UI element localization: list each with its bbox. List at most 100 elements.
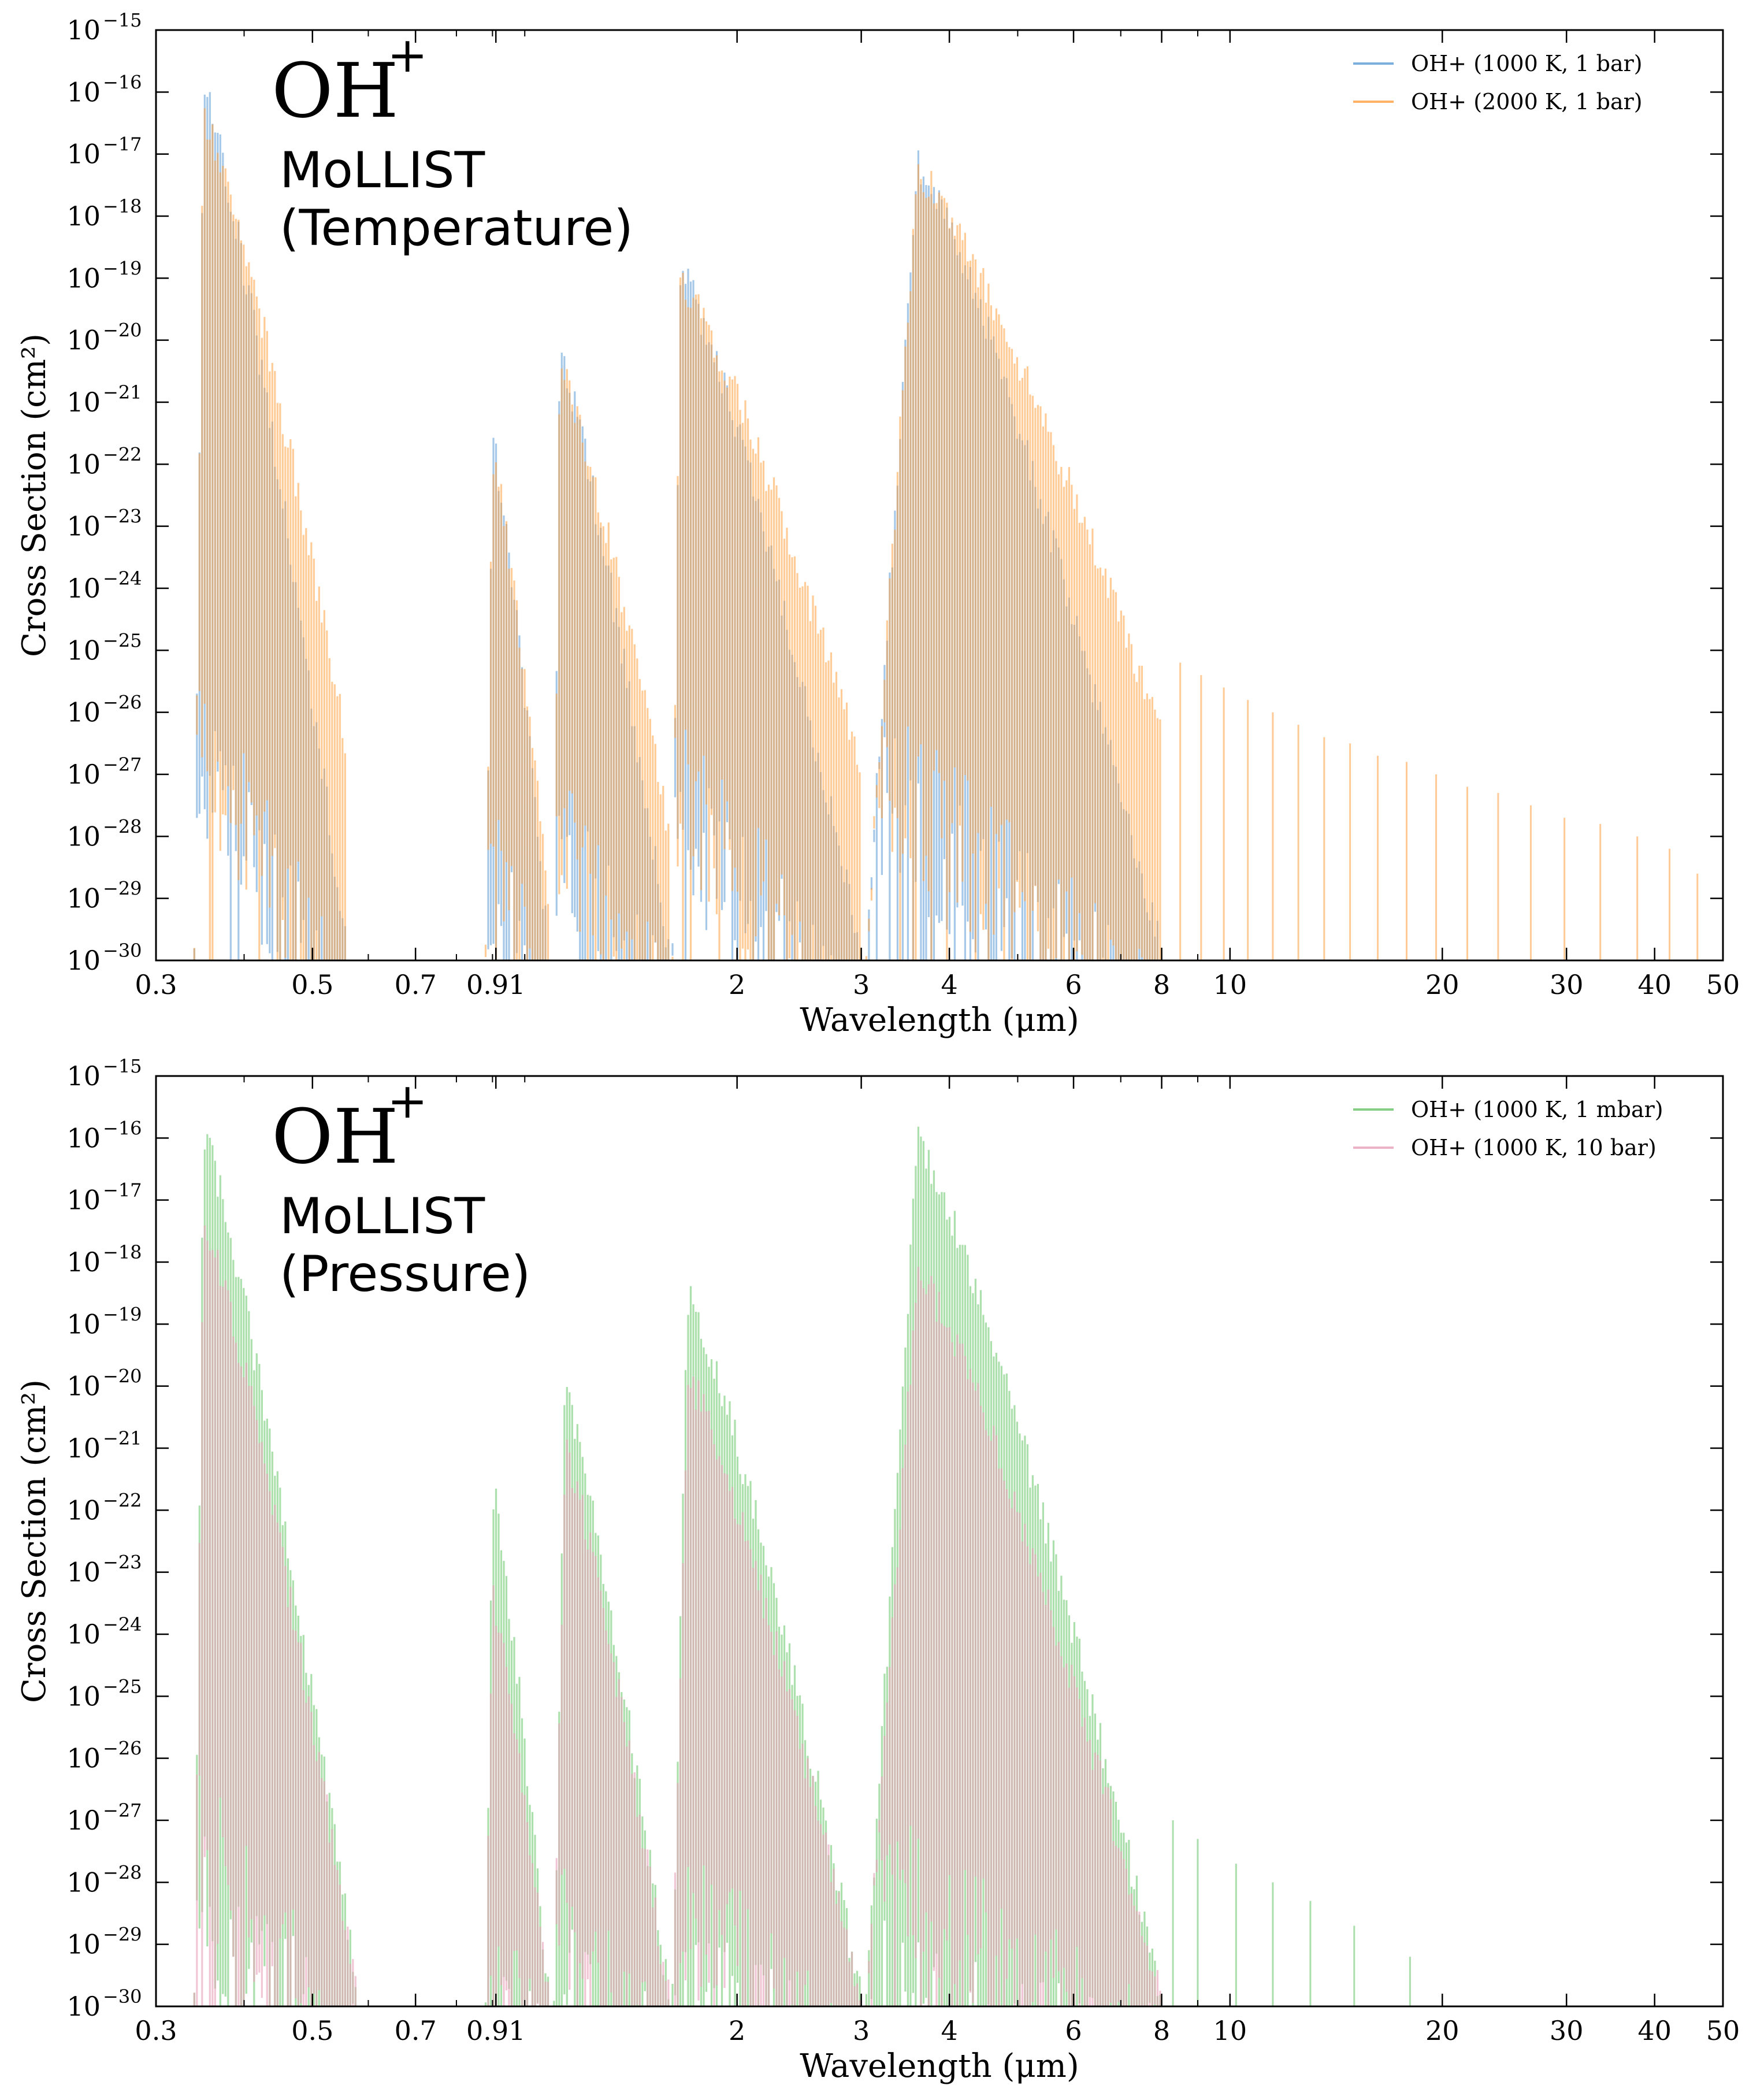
y-tick-exponent: −25: [103, 1675, 142, 1697]
x-tick-label: 0.3: [135, 969, 177, 1000]
x-tick-label: 8: [1153, 2015, 1170, 2046]
x-tick-label: 2: [729, 2015, 745, 2046]
y-tick-label: 10: [66, 1308, 101, 1340]
y-tick-exponent: −24: [103, 567, 142, 589]
x-tick-label: 50: [1706, 969, 1740, 1000]
y-tick-label: 10: [66, 759, 101, 790]
y-tick-exponent: −23: [103, 506, 142, 528]
y-tick-exponent: −28: [103, 1861, 142, 1883]
annotation-molecule: OH: [272, 1093, 399, 1181]
y-axis-label: Cross Section (cm²): [16, 1379, 53, 1703]
x-tick-label: 3: [853, 2015, 870, 2046]
y-tick-label: 10: [66, 1805, 101, 1836]
y-tick-label: 10: [66, 1743, 101, 1774]
x-tick-label: 0.7: [395, 2015, 437, 2046]
y-tick-label: 10: [66, 1619, 101, 1650]
chart-panel-2: 0.3 0.5 0.7 0.91 2 3 4 6 8 10 20 30 40 5010−1510−1610…: [16, 1055, 1740, 2085]
x-tick-label: 0.91: [466, 2015, 525, 2046]
y-tick-label: 10: [66, 945, 101, 976]
y-tick-label: 10: [66, 697, 101, 728]
x-tick-label: 20: [1425, 969, 1459, 1000]
y-tick-label: 10: [66, 511, 101, 542]
x-tick-label: 0.5: [291, 969, 333, 1000]
y-tick-exponent: −19: [103, 257, 142, 279]
y-tick-exponent: −18: [103, 1241, 142, 1263]
annotation-molecule: OH: [272, 47, 399, 135]
annotation-line1: MoLLIST: [280, 142, 485, 199]
x-tick-label: 0.7: [395, 969, 437, 1000]
x-tick-label: 0.5: [291, 2015, 333, 2046]
y-tick-label: 10: [66, 1991, 101, 2022]
y-tick-exponent: −21: [103, 1427, 142, 1449]
y-tick-exponent: −16: [103, 1117, 142, 1139]
y-tick-exponent: −29: [103, 1924, 142, 1946]
x-axis-label: Wavelength (μm): [800, 1001, 1079, 1039]
y-tick-label: 10: [66, 1371, 101, 1402]
plot-area: [193, 92, 1699, 960]
y-tick-label: 10: [66, 14, 101, 46]
x-tick-label: 3: [853, 969, 870, 1000]
legend-label: OH+ (2000 K, 1 bar): [1411, 89, 1643, 114]
y-tick-label: 10: [66, 1680, 101, 1712]
y-tick-label: 10: [66, 573, 101, 604]
y-tick-exponent: −29: [103, 878, 142, 900]
annotation-charge: +: [387, 1073, 428, 1129]
y-axis-label: Cross Section (cm²): [16, 333, 53, 657]
x-tick-label: 4: [941, 969, 957, 1000]
y-tick-exponent: −15: [103, 9, 142, 31]
y-tick-label: 10: [66, 1122, 101, 1153]
annotation-charge: +: [387, 27, 428, 83]
x-tick-label: 30: [1550, 969, 1584, 1000]
y-tick-exponent: −17: [103, 133, 142, 155]
x-tick-label: 2: [729, 969, 745, 1000]
y-tick-exponent: −16: [103, 71, 142, 93]
annotation-line2: (Temperature): [280, 199, 633, 257]
x-tick-label: 4: [941, 2015, 957, 2046]
x-tick-label: 30: [1550, 2015, 1584, 2046]
y-tick-label: 10: [66, 635, 101, 666]
y-tick-label: 10: [66, 1246, 101, 1278]
plot-area: [193, 1126, 1411, 2006]
plot-frame: [155, 1075, 1724, 2008]
y-tick-exponent: −21: [103, 381, 142, 403]
y-tick-label: 10: [66, 139, 101, 170]
y-tick-exponent: −27: [103, 754, 142, 776]
y-tick-label: 10: [66, 1185, 101, 1216]
x-tick-label: 40: [1637, 969, 1672, 1000]
y-tick-label: 10: [66, 76, 101, 107]
y-tick-exponent: −28: [103, 815, 142, 837]
series-2: [193, 1225, 1161, 2006]
y-tick-exponent: −27: [103, 1800, 142, 1821]
x-tick-label: 0.91: [466, 969, 525, 1000]
x-tick-label: 50: [1706, 2015, 1740, 2046]
legend-label: OH+ (1000 K, 1 mbar): [1411, 1097, 1663, 1122]
y-tick-exponent: −22: [103, 1489, 142, 1511]
annotation-line2: (Pressure): [280, 1245, 530, 1303]
x-tick-label: 6: [1065, 2015, 1082, 2046]
y-tick-exponent: −30: [103, 940, 142, 962]
y-tick-label: 10: [66, 201, 101, 232]
series-bands-2: [193, 1225, 1161, 2006]
y-tick-label: 10: [66, 262, 101, 294]
x-tick-label: 20: [1425, 2015, 1459, 2046]
x-axis-label: Wavelength (μm): [800, 2047, 1079, 2085]
legend-label: OH+ (1000 K, 1 bar): [1411, 51, 1643, 76]
y-tick-exponent: −15: [103, 1055, 142, 1077]
y-tick-label: 10: [66, 1867, 101, 1898]
series-bands-2: [193, 108, 1161, 960]
y-tick-exponent: −17: [103, 1179, 142, 1201]
x-tick-label: 6: [1065, 969, 1082, 1000]
y-tick-exponent: −24: [103, 1613, 142, 1635]
y-tick-label: 10: [66, 1060, 101, 1092]
x-tick-label: 0.3: [135, 2015, 177, 2046]
y-tick-exponent: −19: [103, 1303, 142, 1325]
y-tick-exponent: −26: [103, 1738, 142, 1760]
y-tick-label: 10: [66, 1557, 101, 1588]
y-tick-exponent: −26: [103, 692, 142, 714]
plot-frame: [155, 29, 1724, 962]
y-tick-exponent: −20: [103, 1366, 142, 1387]
y-tick-exponent: −23: [103, 1552, 142, 1574]
y-tick-exponent: −30: [103, 1986, 142, 2008]
